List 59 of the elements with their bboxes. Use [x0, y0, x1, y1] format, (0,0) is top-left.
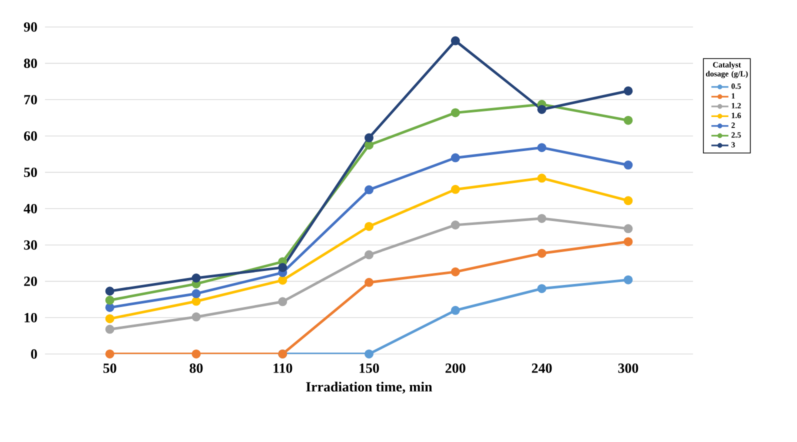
point: [450, 36, 460, 46]
y-tick-label: 40: [24, 204, 37, 214]
y-tick-label: 20: [24, 276, 37, 286]
point: [624, 237, 633, 246]
point: [624, 224, 633, 234]
point: [537, 174, 546, 183]
point: [624, 196, 633, 206]
point: [364, 185, 374, 194]
point: [450, 184, 460, 194]
x-tick-label: 80: [190, 364, 203, 373]
x-tick-label: 50: [103, 364, 116, 373]
point: [192, 274, 201, 283]
point: [278, 276, 288, 285]
x-tick-label: 240: [532, 364, 552, 373]
point: [364, 250, 374, 260]
y-tick-label: 60: [24, 131, 37, 141]
y-tick-label: 30: [24, 240, 37, 250]
point: [537, 284, 546, 294]
point: [624, 275, 633, 284]
x-tick-label: 150: [360, 364, 379, 373]
y-tick-label: 50: [24, 168, 37, 178]
point: [105, 296, 114, 305]
point: [105, 349, 114, 358]
point: [537, 143, 546, 152]
point: [537, 104, 546, 114]
point: [364, 133, 374, 142]
y-tick-label: 90: [24, 22, 37, 32]
point: [450, 267, 460, 276]
point: [450, 108, 460, 118]
point: [624, 116, 633, 125]
point: [105, 302, 114, 312]
point: [450, 220, 460, 230]
y-tick-label: 10: [24, 312, 37, 322]
point: [537, 214, 546, 223]
point: [450, 306, 460, 315]
point: [624, 86, 633, 96]
point: [192, 349, 201, 358]
y-tick-label: 70: [24, 94, 37, 104]
point: [105, 324, 114, 334]
point: [105, 314, 114, 324]
point: [192, 289, 201, 298]
point: [624, 160, 633, 170]
point: [537, 248, 546, 258]
x-tick-label: 110: [274, 364, 292, 373]
point: [278, 297, 288, 306]
point: [364, 140, 374, 150]
point: [450, 153, 460, 162]
point: [278, 263, 288, 272]
x-axis-title: Irradiation time, min: [306, 382, 432, 394]
point: [364, 349, 374, 358]
point: [192, 296, 201, 306]
y-tick-label: 0: [31, 349, 37, 359]
y-tick-label: 80: [24, 58, 37, 68]
point: [364, 278, 374, 287]
point: [105, 286, 114, 296]
point: [192, 312, 201, 322]
x-tick-label: 200: [446, 364, 466, 373]
x-tick-label: 300: [618, 364, 638, 373]
point: [364, 222, 374, 231]
